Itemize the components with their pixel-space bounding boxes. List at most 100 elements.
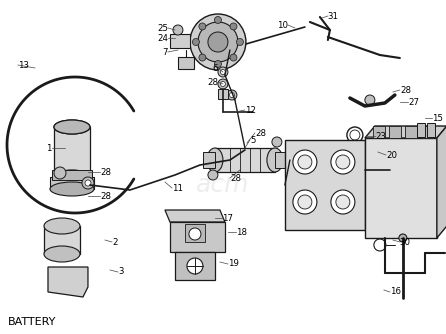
Circle shape [215, 60, 221, 67]
Circle shape [192, 38, 199, 45]
Text: 7: 7 [162, 47, 168, 56]
Text: BATTERY: BATTERY [8, 317, 56, 327]
Text: 23: 23 [375, 132, 386, 141]
Text: 20: 20 [386, 151, 397, 160]
Text: 17: 17 [222, 213, 233, 222]
Bar [373, 126, 385, 138]
Circle shape [298, 195, 312, 209]
Text: 13: 13 [18, 60, 29, 69]
Text: 1: 1 [46, 144, 52, 153]
Text: 28: 28 [100, 191, 111, 200]
Bar [175, 252, 215, 280]
Circle shape [399, 234, 407, 242]
Circle shape [199, 54, 206, 61]
Polygon shape [365, 126, 446, 138]
Circle shape [230, 155, 240, 165]
Bar [170, 34, 190, 48]
Bar [185, 224, 205, 242]
Circle shape [173, 25, 183, 35]
Ellipse shape [44, 218, 80, 234]
Circle shape [365, 95, 375, 105]
Text: 16: 16 [390, 288, 401, 297]
Ellipse shape [50, 182, 94, 196]
Circle shape [336, 195, 350, 209]
Circle shape [331, 150, 355, 174]
Bar [275, 152, 290, 168]
Circle shape [190, 14, 246, 70]
Circle shape [218, 79, 228, 89]
Circle shape [82, 177, 94, 189]
Circle shape [350, 130, 360, 140]
Text: 11: 11 [172, 183, 183, 192]
Ellipse shape [54, 120, 90, 134]
Bar [178, 57, 194, 69]
Bar [365, 138, 437, 238]
Circle shape [347, 127, 363, 143]
Circle shape [187, 258, 203, 274]
Text: 25: 25 [157, 23, 168, 32]
Bar [385, 160, 393, 180]
Circle shape [215, 16, 221, 23]
Text: 24: 24 [157, 33, 168, 42]
Circle shape [336, 155, 350, 169]
Circle shape [374, 239, 386, 251]
Bar [54, 127, 90, 177]
Bar [215, 148, 275, 172]
Circle shape [208, 170, 218, 180]
Ellipse shape [267, 148, 283, 172]
Text: 19: 19 [228, 260, 239, 269]
Bar [427, 123, 435, 137]
Circle shape [293, 150, 317, 174]
Bar [421, 126, 433, 138]
Polygon shape [170, 222, 225, 252]
Text: 28: 28 [230, 173, 241, 182]
Text: 18: 18 [236, 227, 247, 236]
Text: 15: 15 [432, 114, 443, 123]
Circle shape [232, 158, 237, 163]
Text: 12: 12 [245, 106, 256, 115]
Text: 31: 31 [328, 11, 339, 20]
Polygon shape [165, 210, 225, 222]
Text: 3: 3 [118, 268, 124, 277]
Circle shape [236, 38, 244, 45]
Ellipse shape [207, 148, 223, 172]
Circle shape [293, 190, 317, 214]
Text: 28: 28 [207, 77, 218, 87]
Circle shape [227, 90, 237, 100]
Bar [44, 226, 80, 254]
Text: acm: acm [196, 173, 250, 197]
Circle shape [229, 93, 235, 98]
Bar [405, 126, 417, 138]
Bar [218, 89, 228, 99]
Bar [203, 152, 215, 168]
Text: 5: 5 [250, 136, 256, 145]
Ellipse shape [54, 170, 90, 184]
Text: 2: 2 [112, 237, 117, 246]
Text: 27: 27 [408, 98, 419, 107]
Circle shape [272, 137, 282, 147]
Circle shape [230, 23, 237, 30]
Circle shape [230, 54, 237, 61]
Text: 30: 30 [400, 237, 411, 246]
Ellipse shape [44, 246, 80, 262]
Text: 28: 28 [255, 129, 266, 138]
Polygon shape [48, 267, 88, 297]
Polygon shape [437, 126, 446, 238]
Circle shape [198, 22, 238, 62]
Circle shape [85, 180, 91, 186]
Circle shape [199, 23, 206, 30]
Text: 10: 10 [277, 20, 288, 29]
Circle shape [220, 69, 225, 74]
Text: 28: 28 [400, 86, 411, 95]
Circle shape [331, 190, 355, 214]
Bar [52, 170, 92, 180]
Text: 6: 6 [212, 63, 218, 72]
Bar [417, 123, 425, 137]
Circle shape [220, 81, 225, 87]
Ellipse shape [54, 120, 90, 134]
Circle shape [298, 155, 312, 169]
Bar [389, 126, 401, 138]
Circle shape [189, 228, 201, 240]
Circle shape [208, 32, 228, 52]
Bar [285, 140, 365, 230]
